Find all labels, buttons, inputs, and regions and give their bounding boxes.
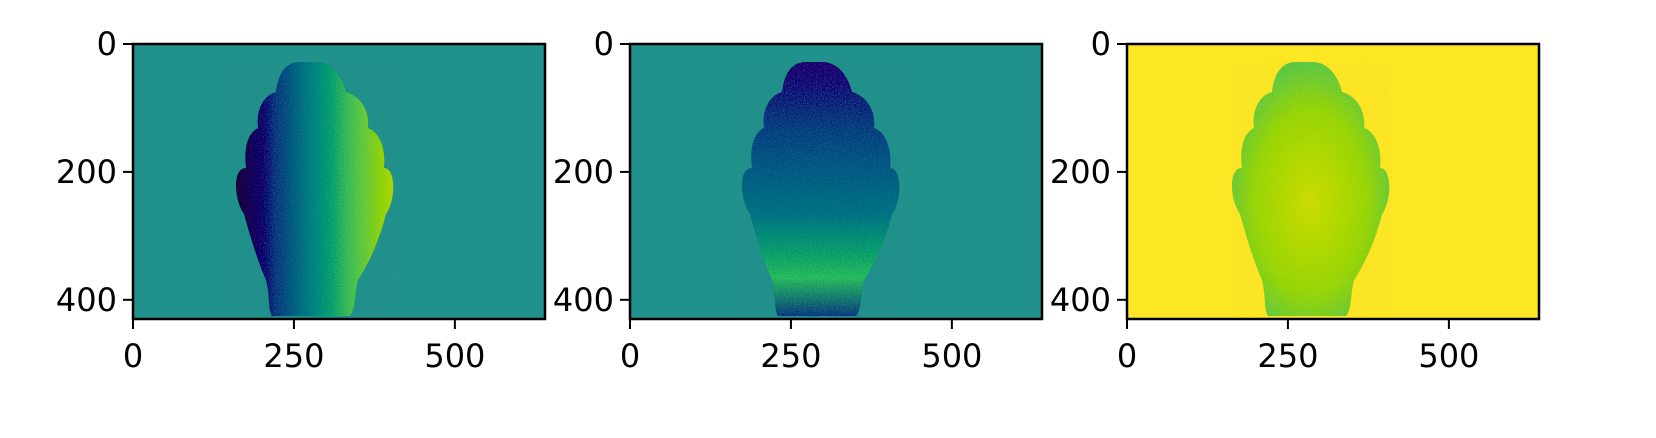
- panel-1-buddha-head: [236, 62, 394, 316]
- panel-2-xtick-label: 0: [620, 337, 640, 375]
- panel-2-ticks: 0 250 500 0 200 400: [553, 25, 982, 375]
- panel-3-ytick-label: 400: [1050, 281, 1111, 319]
- panel-2-buddha-head: [742, 62, 900, 316]
- panel-3-ticks: 0 250 500 0 200 400: [1050, 25, 1479, 375]
- panel-3-frame: [1125, 42, 1541, 321]
- panel-3-xtick-label: 0: [1117, 337, 1137, 375]
- panel-3-buddha-head: [1232, 62, 1390, 316]
- panel-3-xtick-label: 500: [1418, 337, 1479, 375]
- panel-1-ticks: 0 250 500 0 200 400: [56, 25, 485, 375]
- panel-3: 0 250 500 0 200 400: [1050, 25, 1541, 375]
- panel-1-xtick-label: 0: [123, 337, 143, 375]
- panel-1-xtick-label: 250: [263, 337, 324, 375]
- panel-2-xtick-label: 500: [921, 337, 982, 375]
- panel-2-ytick-label: 0: [594, 25, 614, 63]
- panel-1-xtick-label: 500: [424, 337, 485, 375]
- panel-1-ytick-label: 0: [97, 25, 117, 63]
- panel-1: 0 250 500 0 200 400: [56, 25, 547, 375]
- panel-2-ytick-label: 200: [553, 153, 614, 191]
- panel-2-frame: [628, 42, 1044, 321]
- panel-3-ytick-label: 200: [1050, 153, 1111, 191]
- panel-2: 0 250 500 0 200 400: [553, 25, 1044, 375]
- panel-3-ytick-label: 0: [1091, 25, 1111, 63]
- panel-1-ytick-label: 400: [56, 281, 117, 319]
- panel-2-ytick-label: 400: [553, 281, 614, 319]
- panel-2-xtick-label: 250: [760, 337, 821, 375]
- panel-1-ytick-label: 200: [56, 153, 117, 191]
- panel-1-frame: [131, 42, 547, 321]
- panel-3-xtick-label: 250: [1257, 337, 1318, 375]
